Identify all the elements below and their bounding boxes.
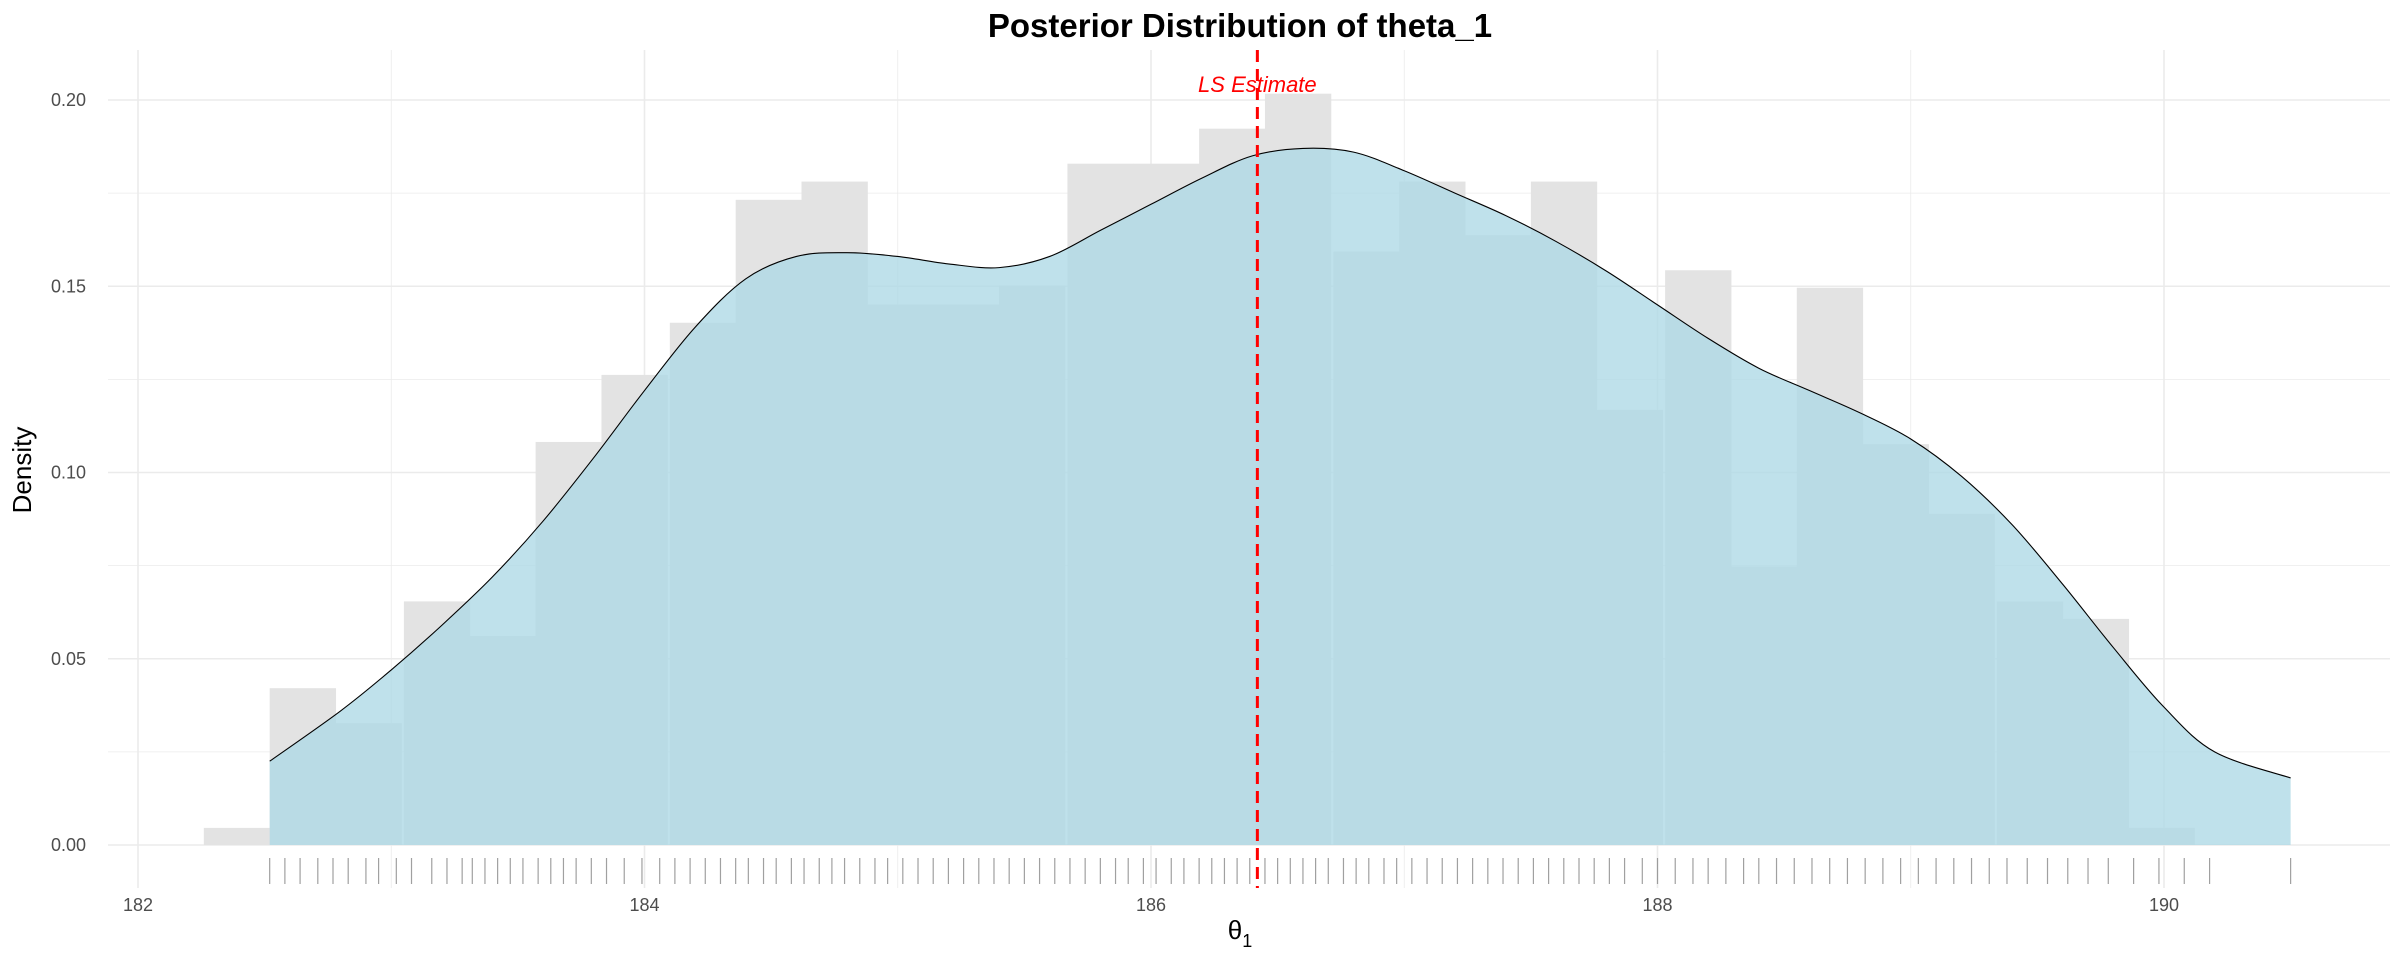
histogram-bar (203, 827, 271, 845)
x-tick-label: 182 (123, 895, 153, 915)
chart-title: Posterior Distribution of theta_1 (988, 7, 1492, 44)
rug-marks (269, 858, 2292, 884)
x-axis-label-subscript: 1 (1242, 931, 1252, 951)
y-tick-label: 0.20 (51, 90, 86, 110)
ls-estimate-label: LS Estimate (1198, 72, 1317, 97)
density-area (269, 148, 2291, 845)
reference-line-group: LS Estimate (1198, 50, 1317, 888)
y-tick-label: 0.00 (51, 835, 86, 855)
x-axis-label: θ1 (1228, 915, 1252, 951)
x-tick-label: 188 (1642, 895, 1672, 915)
x-tick-label: 184 (629, 895, 659, 915)
y-tick-label: 0.05 (51, 649, 86, 669)
y-axis-label: Density (7, 427, 37, 514)
x-tick-label: 186 (1136, 895, 1166, 915)
x-tick-label: 190 (2149, 895, 2179, 915)
y-tick-labels: 0.00 0.05 0.10 0.15 0.20 (51, 90, 86, 855)
y-tick-label: 0.15 (51, 276, 86, 296)
x-tick-labels: 182 184 186 188 190 (123, 895, 2179, 915)
density-curve-group (269, 147, 2291, 845)
x-axis-label-main: θ (1228, 915, 1242, 945)
y-tick-label: 0.10 (51, 463, 86, 483)
